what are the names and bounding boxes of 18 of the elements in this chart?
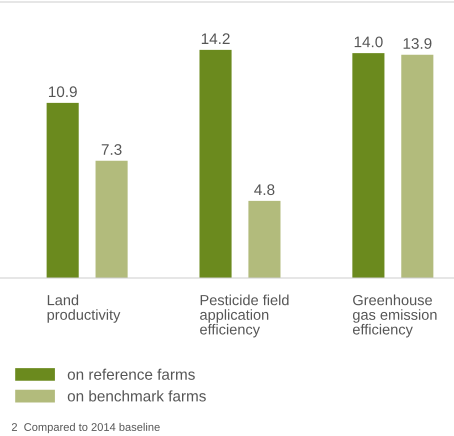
data-label: 14.2 [202,33,230,44]
legend-label: on reference farms [68,368,195,380]
bar [248,200,280,278]
bar [46,102,79,278]
legend-label: on benchmark farms [68,390,206,402]
bar [401,54,434,278]
text: 2 Compared to 2014 baseline [12,422,160,434]
data-label: 10.9 [48,86,77,98]
bar [96,160,128,278]
x-tick-label: Pesticide field application efficiency [200,294,289,338]
data-label: 7.3 [102,144,122,155]
bar [199,50,232,278]
data-label: 14.0 [354,36,383,48]
data-label: 13.9 [404,38,432,49]
x-tick-label: Greenhouse gas emission efficiency [352,294,437,338]
x-tick-label: Land productivity [48,294,120,323]
bar [352,53,384,278]
data-label: 4.8 [254,184,274,196]
